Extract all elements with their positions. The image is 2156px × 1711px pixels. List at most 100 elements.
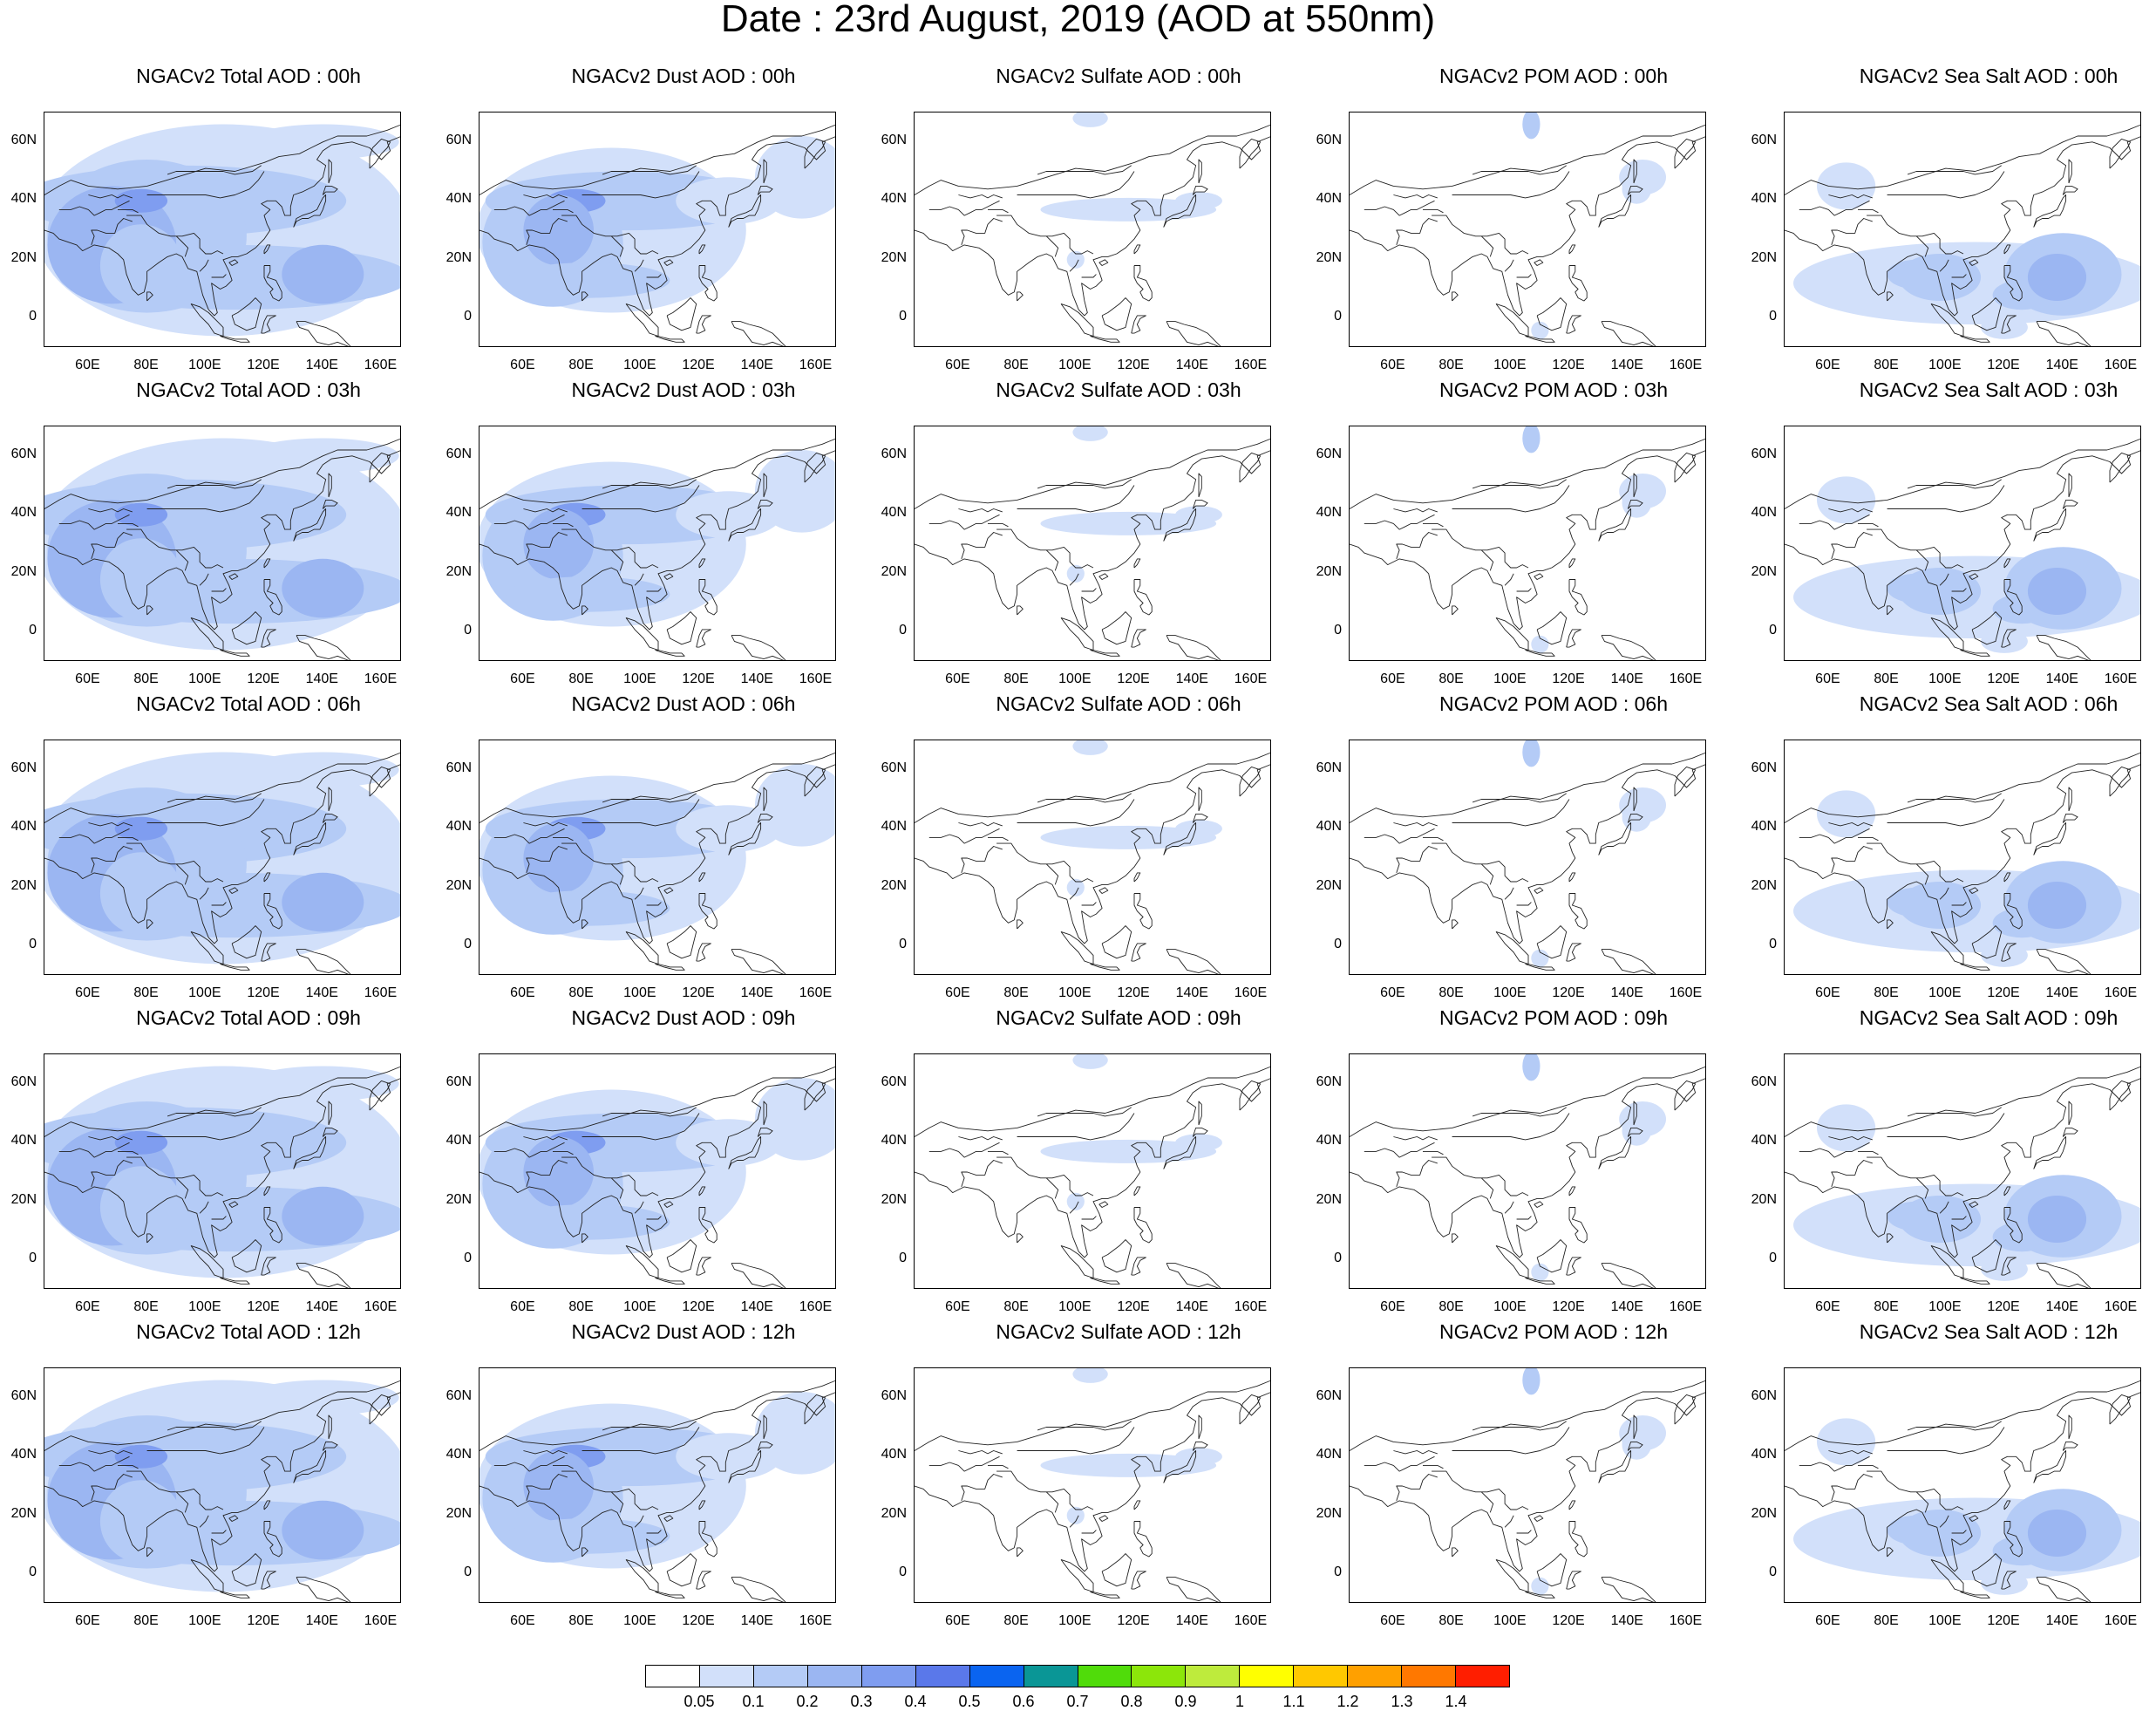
y-tick-label: 40N [1316,505,1342,521]
x-tick-label: 100E [1493,1299,1527,1314]
y-tick-label: 20N [881,249,907,265]
x-tick-label: 160E [364,358,398,372]
map-panel-total: NGACv2 Total AOD : 03h 60N 40N 20N 0 60E 80E 10… [11,378,453,735]
x-tick-label: 100E [623,985,656,1000]
y-tick-label: 20N [445,1191,472,1207]
x-tick-label: 80E [1003,1299,1029,1314]
colorbar-tick-label: 0.7 [1066,1693,1089,1710]
y-tick-label: 40N [445,1133,472,1149]
x-tick-label: 120E [1987,985,2020,1000]
coastlines [1350,1380,1705,1602]
x-tick-label: 80E [1438,985,1464,1000]
y-tick-label: 40N [10,505,37,521]
x-tick-label: 80E [133,671,159,686]
aod-field-7 [1981,315,2028,339]
x-tick-label: 80E [133,1613,159,1628]
aod-field-4 [523,1136,594,1208]
x-tick-label: 60E [510,358,535,372]
x-tick-label: 160E [2104,1299,2138,1314]
x-tick-label: 60E [945,671,970,686]
x-tick-label: 160E [1234,358,1268,372]
colorbar-tick-label: 0.05 [684,1693,715,1710]
coastlines [479,752,835,974]
page-title: Date : 23rd August, 2019 (AOD at 550nm) [720,0,1436,40]
y-tick-label: 60N [10,446,37,461]
x-tick-label: 160E [364,985,398,1000]
y-tick-label: 0 [464,623,472,638]
aod-field-5 [1817,162,1876,210]
aod-field-5 [1817,1104,1876,1152]
coastlines [915,1066,1270,1288]
aod-field-2 [1072,1054,1108,1069]
x-tick-label: 100E [1493,985,1527,1000]
y-tick-label: 20N [445,1505,472,1521]
x-tick-label: 80E [133,985,159,1000]
x-tick-label: 120E [682,1613,715,1628]
aod-field-7 [754,136,835,219]
y-tick-label: 20N [1751,1191,1777,1207]
map-plot [1784,112,2141,347]
y-tick-label: 0 [899,937,907,952]
x-tick-label: 140E [305,1613,338,1628]
coastlines [1785,124,2140,346]
panel-title: NGACv2 Dust AOD : 06h [571,692,796,715]
y-tick-label: 60N [881,446,907,461]
colorbar-tick-label: 0.6 [1012,1693,1035,1710]
x-tick-label: 140E [740,1299,773,1314]
panel-title: NGACv2 Sulfate AOD : 03h [996,378,1241,401]
panel-title: NGACv2 Total AOD : 09h [136,1006,361,1029]
x-tick-label: 120E [1552,1299,1585,1314]
map-panel-sulfate: NGACv2 Sulfate AOD : 03h 60N 40N 20N 0 60E 80E… [881,378,1323,735]
aod-field-6 [2027,1510,2087,1557]
aod-field-4 [282,872,364,932]
map-plot [479,1053,836,1289]
colorbar-tick-label: 1.3 [1391,1693,1413,1710]
colorbar-tick-label: 1.2 [1336,1693,1359,1710]
x-tick-label: 120E [1117,671,1150,686]
y-tick-label: 20N [10,877,37,893]
x-tick-label: 140E [1610,671,1643,686]
map-panel-total: NGACv2 Total AOD : 06h 60N 40N 20N 0 60E 80E 10… [11,692,453,1049]
aod-field-3 [1066,564,1085,583]
x-tick-label: 60E [1380,358,1405,372]
x-tick-label: 140E [1175,985,1208,1000]
x-tick-label: 60E [1815,985,1840,1000]
coastlines [44,1380,400,1602]
map-panel-sulfate: NGACv2 Sulfate AOD : 09h 60N 40N 20N 0 60E 80E… [881,1006,1323,1363]
x-tick-label: 60E [75,671,100,686]
y-tick-label: 20N [10,563,37,579]
x-tick-label: 80E [1438,358,1464,372]
aod-field-1 [1175,1134,1222,1152]
y-tick-label: 20N [1316,1505,1342,1521]
x-tick-label: 100E [188,985,221,1000]
y-tick-label: 0 [1334,623,1342,638]
y-tick-label: 20N [1316,877,1342,893]
y-tick-label: 60N [445,1074,472,1089]
colorbar-swatch [1132,1666,1187,1687]
x-tick-label: 100E [1928,1613,1962,1628]
panel-title: NGACv2 Sea Salt AOD : 12h [1859,1320,2119,1343]
x-tick-label: 120E [247,671,280,686]
y-tick-label: 20N [1316,563,1342,579]
y-tick-label: 0 [29,623,37,638]
y-tick-label: 40N [1751,819,1777,835]
x-tick-label: 120E [247,1613,280,1628]
map-plot [1349,1367,1706,1603]
aod-field-0 [1522,426,1540,453]
colorbar-tick-label: 0.9 [1174,1693,1197,1710]
map-plot [479,112,836,347]
y-tick-label: 0 [1334,1251,1342,1266]
colorbar-swatch [1294,1666,1349,1687]
x-tick-label: 140E [1610,1613,1643,1628]
map-plot [914,112,1271,347]
colorbar-tick-label: 1.1 [1282,1693,1305,1710]
map-panel-seasalt: NGACv2 Sea Salt AOD : 12h 60N 40N 20N 0 60E 80… [1751,1320,2156,1677]
x-tick-label: 160E [799,358,833,372]
x-tick-label: 120E [682,671,715,686]
x-tick-label: 140E [2045,1613,2078,1628]
y-tick-label: 20N [881,1191,907,1207]
x-tick-label: 60E [75,1613,100,1628]
x-tick-label: 60E [1380,1613,1405,1628]
aod-field-4 [1887,1515,1946,1545]
y-tick-label: 40N [1316,819,1342,835]
